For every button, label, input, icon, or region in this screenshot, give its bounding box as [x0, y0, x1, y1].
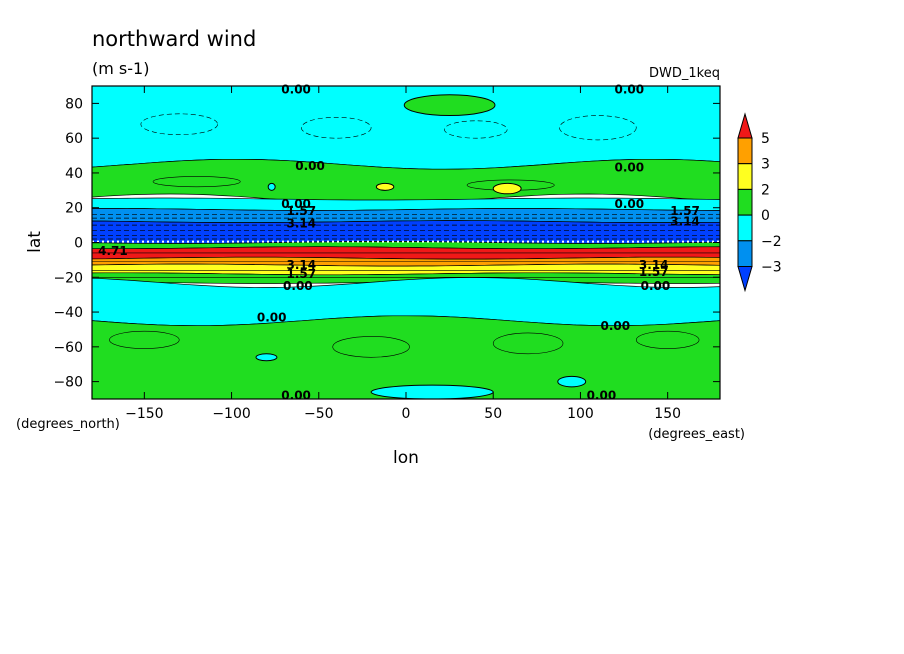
contour-label: 1.57	[287, 204, 317, 218]
contour-label: 3.14	[639, 258, 669, 272]
colorbar-top-arrow	[737, 112, 753, 139]
colorbar-segment	[737, 163, 753, 190]
yellow-patch	[375, 182, 395, 191]
lat-band	[92, 220, 720, 244]
contour-label: 0.00	[614, 82, 644, 96]
cyan-patch	[557, 375, 587, 388]
contour-label: 0.00	[587, 389, 617, 403]
contour-label: 0.00	[295, 159, 325, 173]
colorbar-label: 3	[761, 157, 770, 173]
plot-area	[92, 86, 720, 399]
yellow-patch	[492, 182, 522, 195]
contour-label: 0.00	[281, 197, 311, 211]
colorbar-segment	[737, 137, 753, 165]
y-tick-label: −80	[53, 375, 83, 391]
contour-label: 0.00	[614, 197, 644, 211]
contour-label: 0.00	[281, 389, 311, 403]
x-axis-label: lon	[393, 448, 419, 468]
contour-label: 1.57	[639, 265, 669, 279]
y-axis-label: lat	[25, 231, 45, 253]
contour-label: 1.57	[670, 204, 700, 218]
y-tick-label: 20	[65, 201, 83, 217]
y-tick-label: 0	[74, 236, 83, 252]
x-axis-ticks: −150 −100 −50 0 50 100 150	[125, 86, 681, 422]
colorbar-label: 2	[761, 182, 770, 198]
closed-contour	[140, 113, 218, 135]
contour-label: 1.57	[287, 267, 317, 281]
contour-label: 3.14	[287, 258, 317, 272]
chart-title: northward wind	[92, 27, 256, 51]
colorbar-segment	[737, 188, 753, 216]
colorbar-label: −3	[761, 260, 782, 276]
colorbar-label: 0	[761, 208, 770, 224]
x-tick-label: −100	[212, 406, 250, 422]
colorbar-segment	[737, 240, 753, 268]
closed-contour	[635, 330, 700, 349]
contour-label: 0.00	[281, 82, 311, 96]
x-tick-label: −50	[304, 406, 334, 422]
x-tick-label: −150	[125, 406, 163, 422]
dataset-label: DWD_1keq	[649, 66, 720, 81]
closed-contour	[152, 176, 241, 188]
y-tick-label: 60	[65, 131, 83, 147]
colorbar-label: 5	[761, 131, 770, 147]
contour-label: 3.14	[670, 215, 700, 229]
y-axis-ticks: −80 −60 −40 −20 0 20 40 60 80	[53, 96, 720, 391]
contour-label: 0.00	[601, 319, 631, 333]
x-tick-label: 0	[402, 406, 411, 422]
chart-units: (m s-1)	[92, 59, 149, 78]
lat-band	[92, 86, 720, 170]
closed-contour	[492, 332, 564, 355]
contour-label: 0.00	[641, 279, 671, 293]
closed-contour	[109, 330, 180, 349]
colorbar-segment	[737, 214, 753, 242]
colorbar-bottom-arrow	[737, 266, 753, 293]
contour-label: 4.71	[98, 244, 128, 258]
contour-label: 0.00	[614, 161, 644, 175]
closed-contour	[332, 336, 410, 358]
contour-label: 0.00	[283, 279, 313, 293]
colorbar-label: −2	[761, 234, 782, 250]
contour-label: 0.00	[257, 310, 287, 324]
y-tick-label: 40	[65, 166, 83, 182]
cyan-patch	[267, 182, 276, 191]
x-tick-label: 50	[484, 406, 502, 422]
y-tick-label: −20	[53, 270, 83, 286]
x-units-note: (degrees_east)	[648, 427, 745, 442]
y-tick-label: 80	[65, 96, 83, 112]
green-patch	[403, 94, 496, 117]
closed-contour	[301, 116, 372, 139]
cyan-patch	[370, 384, 494, 399]
contour-label: 3.14	[287, 216, 317, 230]
closed-contour	[559, 115, 637, 141]
cyan-patch	[255, 353, 278, 362]
closed-contour	[444, 120, 508, 139]
lat-band	[92, 272, 720, 284]
contour-labels: 0.00 0.000.00 0.000.00 0.001.57 1.573.14 3.14…	[98, 82, 700, 402]
x-tick-label: 100	[567, 406, 594, 422]
y-units-note: (degrees_north)	[16, 417, 120, 432]
colorbar: 5 3 2 0 −2 −3	[737, 112, 782, 293]
x-tick-label: 150	[654, 406, 681, 422]
y-tick-label: −60	[53, 340, 83, 356]
y-tick-label: −40	[53, 305, 83, 321]
